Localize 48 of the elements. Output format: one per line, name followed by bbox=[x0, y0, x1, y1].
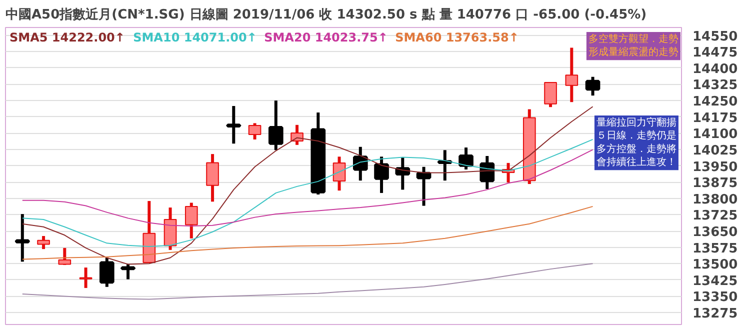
annotation: 量縮拉回力守翻揚５日線．走勢仍是多方控盤．走勢將會持續往上進攻！ bbox=[596, 116, 676, 168]
candlestick bbox=[458, 148, 474, 170]
y-tick-label: 13800 bbox=[692, 192, 738, 208]
line-series bbox=[22, 149, 594, 227]
line-series bbox=[22, 263, 594, 300]
line-series bbox=[22, 106, 594, 265]
candlestick bbox=[352, 146, 368, 181]
candlestick bbox=[37, 236, 50, 250]
text: SMA20 14023.75↑ bbox=[264, 30, 388, 44]
y-tick-label: 14325 bbox=[692, 78, 738, 94]
y-tick-label: 13425 bbox=[692, 274, 738, 289]
candlestick bbox=[120, 264, 136, 280]
y-tick-label: 13950 bbox=[692, 160, 738, 175]
y-tick-label: 14250 bbox=[692, 94, 738, 110]
y-tick-label: 14025 bbox=[692, 143, 738, 158]
y-tick-label: 13575 bbox=[692, 241, 738, 256]
candlestick bbox=[544, 82, 557, 108]
candlestick bbox=[585, 76, 600, 96]
candlestick bbox=[99, 258, 114, 287]
y-tick-label: 13725 bbox=[692, 208, 738, 224]
candlestick bbox=[184, 202, 198, 238]
text: SMA10 14071.00↑ bbox=[133, 30, 257, 44]
text: SMA5 14222.00↑ bbox=[10, 30, 125, 44]
y-tick-label: 14100 bbox=[692, 127, 738, 142]
y-tick-label: 13650 bbox=[692, 225, 738, 240]
candlestick bbox=[565, 48, 578, 102]
annotation: 多空雙方觀望．走勢形成量縮震盪的走勢 bbox=[588, 32, 678, 58]
y-tick-label: 14175 bbox=[692, 110, 738, 126]
y-tick-label: 14550 bbox=[692, 29, 738, 44]
y-tick-label: 13275 bbox=[692, 306, 738, 322]
candlestick bbox=[332, 156, 346, 191]
candlestick bbox=[248, 123, 262, 140]
candlestick bbox=[58, 248, 72, 265]
y-tick-label: 13875 bbox=[692, 176, 738, 192]
text: SMA60 13763.58↑ bbox=[395, 30, 519, 44]
chart-title: 中國A50指數近月(CN*1.SG) 日線圖 2019/11/06 收 14302.50 s 點 量 140776 口 -65.00 (-0.45%) bbox=[6, 6, 647, 22]
candlestick bbox=[14, 214, 30, 262]
candlestick bbox=[206, 154, 219, 202]
candlestick bbox=[374, 156, 389, 193]
line-series bbox=[22, 206, 594, 260]
candlestick bbox=[268, 100, 284, 150]
y-tick-label: 14475 bbox=[692, 46, 738, 61]
candlestick bbox=[79, 268, 92, 288]
y-tick-label: 13350 bbox=[692, 290, 738, 306]
y-tick-label: 13500 bbox=[692, 258, 738, 273]
y-tick-label: 14400 bbox=[692, 62, 738, 77]
candlestick bbox=[226, 106, 242, 144]
line-series bbox=[22, 138, 594, 247]
